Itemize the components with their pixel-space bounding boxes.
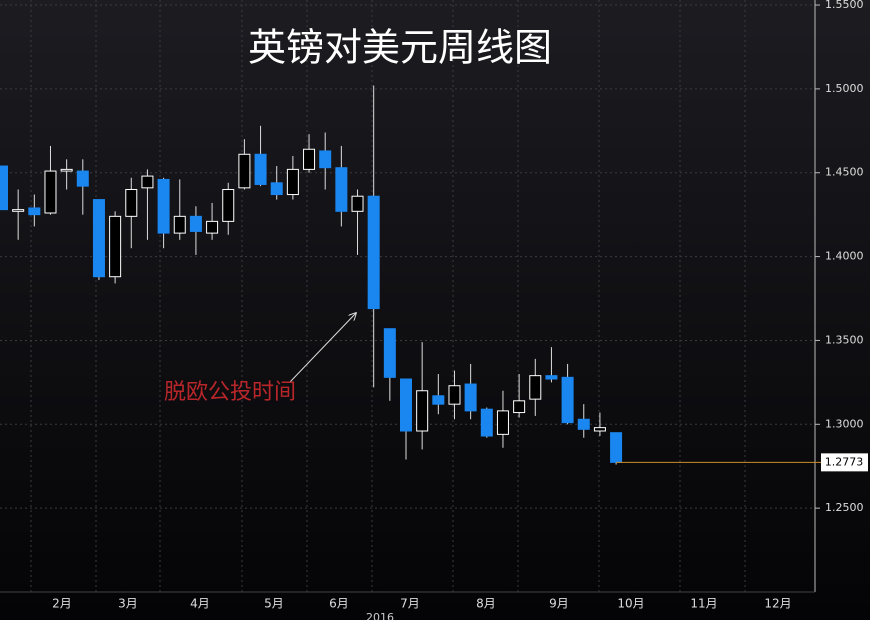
candle-body [448, 385, 461, 405]
plot: 1.2500 1.3000 1.3500 1.4000 1.4500 1.5000 1.55… [0, 0, 864, 611]
x-tick-label: 8月 [476, 597, 496, 611]
candle-body [351, 195, 364, 212]
candle-body [416, 390, 429, 432]
annotation-arrow [289, 313, 356, 383]
y-tick-label: 1.5000 [825, 82, 864, 95]
x-tick-label: 6月 [329, 597, 349, 611]
x-tick-label: 11月 [690, 597, 717, 611]
candle-body [206, 220, 219, 234]
year-label: 2016 [366, 611, 394, 620]
candle-body [561, 376, 574, 424]
x-tick-label: 7月 [400, 597, 420, 611]
candle-body [254, 153, 267, 185]
candle-body [141, 175, 154, 189]
candle-body [432, 395, 445, 405]
candle-body [270, 182, 283, 196]
candle-body [400, 378, 412, 432]
candle-body [545, 375, 558, 380]
candle-body [367, 195, 380, 310]
x-tick-label: 12月 [764, 597, 791, 611]
candle-body [319, 150, 332, 169]
candle-body [303, 148, 316, 170]
candle-body [12, 209, 25, 212]
candle-body [529, 375, 542, 400]
annotation: 脱欧公投时间 [164, 380, 296, 405]
x-tick-label: 9月 [549, 597, 569, 611]
candle-body [125, 189, 138, 217]
candle-body [76, 170, 89, 187]
y-tick-label: 1.2500 [825, 501, 864, 514]
y-tick-label: 1.5500 [825, 0, 864, 11]
candle-body [189, 215, 202, 232]
x-tick-label: 3月 [118, 597, 138, 611]
candle-body [610, 432, 623, 463]
y-tick-label: 1.3500 [825, 333, 864, 346]
candle-body [238, 153, 251, 189]
chart-title: 英镑对美元周线图 [248, 26, 552, 70]
candle-body [173, 215, 186, 234]
candle-body [480, 408, 493, 437]
last-price-box [821, 453, 868, 472]
candle-body [157, 178, 170, 234]
candle-body [513, 400, 526, 414]
candle-body [593, 427, 606, 432]
candle-body [60, 168, 73, 172]
candle-body [222, 189, 235, 222]
candle-body [464, 383, 477, 412]
candle-body [44, 170, 57, 214]
x-tick-label: 10月 [617, 597, 644, 611]
candle-body [496, 410, 509, 435]
candle-body [92, 199, 105, 278]
candle-body [109, 215, 122, 278]
last-price-label: 1.2773 [825, 455, 864, 468]
candle-body [286, 168, 299, 196]
x-tick-label: 4月 [190, 597, 210, 611]
y-tick-label: 1.3000 [825, 417, 864, 430]
y-tick-label: 1.4500 [825, 166, 864, 179]
x-tick-label: 2月 [52, 597, 72, 611]
candle-body [577, 418, 590, 430]
x-tick-label: 5月 [264, 597, 284, 611]
candle-body [0, 165, 8, 211]
candle-body [383, 328, 396, 378]
candle-body [28, 207, 41, 216]
candle-body [335, 167, 348, 212]
y-tick-label: 1.4000 [825, 250, 864, 263]
